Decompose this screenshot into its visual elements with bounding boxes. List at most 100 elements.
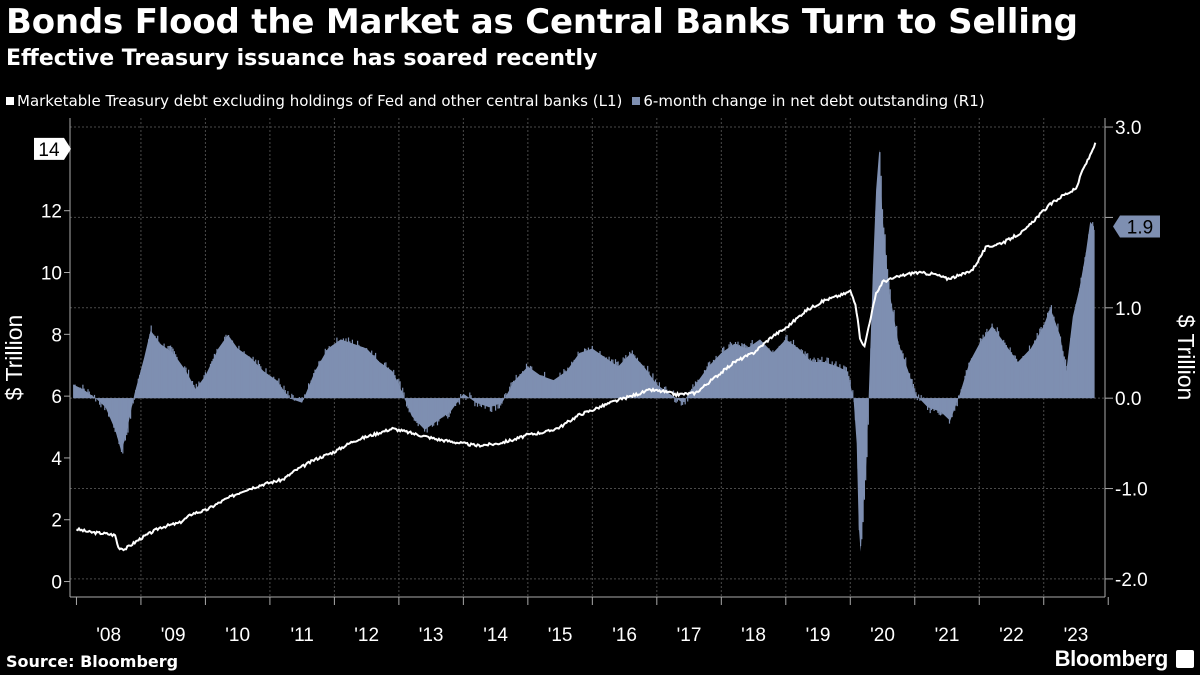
area-bar <box>446 398 448 417</box>
area-bar <box>758 344 760 399</box>
area-bar <box>899 351 902 399</box>
area-bar <box>671 397 673 399</box>
area-bar <box>719 357 721 399</box>
area-bar <box>612 359 614 399</box>
chart-title: Bonds Flood the Market as Central Banks … <box>6 2 1078 42</box>
area-bar <box>146 347 148 399</box>
legend-item-debt: Marketable Treasury debt excluding holdi… <box>6 92 622 110</box>
y-left-tick-label: 0 <box>51 573 62 594</box>
area-bar <box>799 353 801 399</box>
area-bar <box>260 366 262 399</box>
area-bar <box>447 398 449 419</box>
area-bar <box>807 353 809 399</box>
area-bar <box>119 398 121 446</box>
area-bar <box>910 378 912 399</box>
area-bar <box>911 379 913 399</box>
area-bar <box>439 398 441 416</box>
area-bar <box>716 359 718 399</box>
area-bar <box>298 397 301 399</box>
area-bar <box>821 356 823 399</box>
area-bar <box>573 359 575 399</box>
area-bar <box>600 356 602 399</box>
area-bar <box>662 394 664 399</box>
area-bar <box>328 346 330 399</box>
area-bar <box>790 341 792 399</box>
area-bar <box>213 353 215 399</box>
area-bar <box>313 373 315 399</box>
area-bar <box>399 381 401 399</box>
area-bar <box>127 398 129 433</box>
area-bar <box>74 384 76 399</box>
area-bar <box>565 373 568 399</box>
area-bar <box>866 398 868 458</box>
area-bar <box>1080 277 1082 399</box>
area-bar <box>278 378 280 399</box>
area-bar <box>505 393 507 399</box>
area-bar <box>251 363 253 399</box>
area-bar <box>519 374 521 399</box>
area-bar <box>945 398 947 413</box>
area-bar <box>1090 225 1092 399</box>
y-right-tick-label: 0.0 <box>1115 389 1141 410</box>
area-bar <box>310 380 312 399</box>
x-tick-label: '20 <box>870 625 895 646</box>
area-bar <box>994 328 996 399</box>
area-bar <box>329 350 332 399</box>
area-bar <box>381 368 383 399</box>
area-bar <box>809 358 811 399</box>
area-bar <box>901 350 903 399</box>
area-bar <box>338 345 341 399</box>
area-bar <box>1008 353 1010 399</box>
area-bar <box>426 398 428 433</box>
area-bar <box>1004 342 1006 399</box>
area-bar <box>130 398 132 419</box>
area-bar <box>759 341 761 399</box>
area-bar <box>589 353 591 399</box>
x-tick-label: '08 <box>96 625 121 646</box>
area-bar <box>322 360 324 399</box>
area-bar <box>440 398 442 416</box>
area-bar <box>369 356 372 399</box>
area-bar <box>261 371 263 399</box>
area-bar <box>999 340 1001 399</box>
x-tick-label: '11 <box>290 625 313 646</box>
area-bar <box>893 309 895 399</box>
area-bar <box>484 398 486 409</box>
area-bar <box>501 398 503 404</box>
area-bar <box>813 357 815 399</box>
area-bar <box>786 335 788 399</box>
area-bar <box>81 392 83 399</box>
y-left-tick-label: 10 <box>41 264 62 285</box>
area-bar <box>288 395 290 399</box>
area-bar <box>345 338 347 399</box>
area-bar <box>1057 323 1059 399</box>
area-bar <box>756 343 758 399</box>
area-bar <box>309 384 311 399</box>
area-bar <box>78 387 80 399</box>
area-bar <box>559 372 561 399</box>
area-bar <box>346 343 348 399</box>
area-bar <box>941 398 943 415</box>
area-bar <box>120 398 123 452</box>
area-bar <box>1092 222 1094 399</box>
area-bar <box>982 334 984 399</box>
area-bar <box>1071 330 1073 399</box>
area-bar <box>827 357 829 399</box>
area-bar <box>654 379 657 399</box>
area-bar <box>395 380 397 399</box>
area-bar <box>1076 300 1078 399</box>
area-bar <box>314 369 316 399</box>
area-bar <box>740 348 742 399</box>
area-bar <box>1083 266 1085 399</box>
area-bar <box>625 355 627 399</box>
area-bar <box>609 361 611 399</box>
area-bar <box>914 388 916 399</box>
area-bar <box>946 398 948 415</box>
legend-label-debt: Marketable Treasury debt excluding holdi… <box>17 92 623 110</box>
area-bar <box>961 386 963 399</box>
area-bar <box>1070 338 1072 399</box>
area-bar <box>830 368 832 399</box>
area-bar <box>752 348 755 399</box>
area-bar <box>551 381 553 399</box>
area-bar <box>523 372 525 399</box>
